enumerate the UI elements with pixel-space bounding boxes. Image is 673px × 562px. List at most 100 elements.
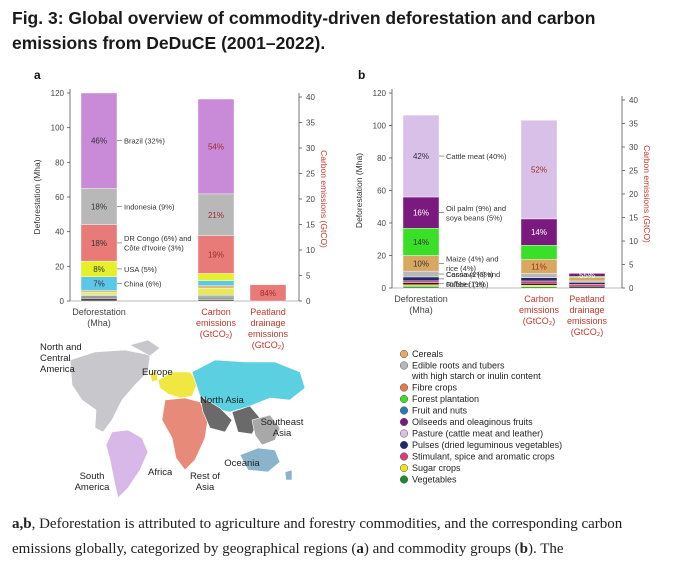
figure-title-prefix: Fig. 3: <box>12 8 64 28</box>
category-label: Peatland <box>569 294 605 304</box>
bar-segment <box>80 92 118 189</box>
annotation-label: Cattle meat (40%) <box>446 152 507 161</box>
map-label-north-central-america: America <box>40 364 76 375</box>
panel-label: b <box>358 68 365 82</box>
map-label-north-asia: North Asia <box>200 395 245 406</box>
map-label-south-america: America <box>75 482 111 493</box>
bar-segment <box>80 295 118 299</box>
left-tick-label: 20 <box>55 262 64 271</box>
annotation-label: DR Congo (6%) and <box>124 234 192 243</box>
caption-part: , Deforestation is attributed to agricul… <box>12 516 623 557</box>
left-tick-label: 40 <box>377 219 386 228</box>
caption-part: ). The <box>528 541 564 557</box>
figure-title: Fig. 3: Global overview of commodity-dri… <box>12 6 662 56</box>
right-tick-label: 25 <box>629 167 638 176</box>
bar-segment <box>80 292 118 296</box>
category-label: emissions <box>519 305 560 315</box>
left-tick-label: 60 <box>55 193 64 202</box>
left-tick-label: 120 <box>373 89 387 98</box>
bar-segment <box>402 280 440 284</box>
bar-segment <box>520 280 558 284</box>
bar-segment <box>197 273 235 281</box>
category-label: emissions <box>567 316 608 326</box>
map-label-rest-of-asia: Asia <box>196 482 215 493</box>
bar-value-label: 18% <box>91 203 107 212</box>
bar-segment <box>249 284 287 302</box>
right-tick-label: 15 <box>306 221 315 230</box>
bar-segment <box>80 188 118 225</box>
left-tick-label: 80 <box>55 158 64 167</box>
legend-swatch <box>399 394 409 404</box>
legend-label: Pulses (dried leguminous vegetables) <box>412 440 562 450</box>
legend-swatch <box>399 475 409 484</box>
map-region-oceania <box>239 447 281 473</box>
left-tick-label: 0 <box>382 284 387 293</box>
bar-segment <box>80 224 118 262</box>
legend-swatch <box>399 406 409 415</box>
left-tick-label: 80 <box>377 154 386 163</box>
bar-value-label: 54% <box>208 142 224 151</box>
map-label-south-america: South <box>80 471 105 482</box>
map-region-europe <box>149 369 159 383</box>
left-tick-label: 120 <box>51 89 65 98</box>
bar-segment <box>197 296 235 300</box>
bar-value-label: 42% <box>413 152 429 161</box>
map-region-europe <box>157 371 199 399</box>
annotation-label: USA (5%) <box>124 265 157 274</box>
map-label-southeast-asia: Southeast <box>261 417 304 428</box>
bar-value-label: 84% <box>260 289 276 298</box>
bar-segment <box>568 285 606 289</box>
left-tick-label: 100 <box>373 122 387 131</box>
caption-part: a <box>356 541 364 557</box>
map-label-rest-of-asia: Rest of <box>190 471 220 482</box>
bar-value-label: 7% <box>93 280 105 289</box>
legend-swatch <box>399 361 409 370</box>
map-label-europe: Europe <box>142 367 173 378</box>
right-axis-title: Carbon emissions (GtCO) <box>319 150 329 248</box>
bar-segment <box>520 286 558 289</box>
legend-swatch <box>399 429 409 438</box>
category-label: drainage <box>569 305 604 315</box>
right-tick-label: 10 <box>306 246 315 255</box>
left-axis-title: Deforestation (Mha) <box>32 159 42 234</box>
bar-segment <box>402 282 440 285</box>
left-axis-title: Deforestation (Mha) <box>354 153 364 228</box>
bar-value-label: 21% <box>208 211 224 220</box>
bar-segment <box>197 299 235 302</box>
legend-label: Forest plantation <box>412 394 479 404</box>
category-label: Peatland <box>250 307 286 317</box>
category-label: Deforestation <box>394 294 448 304</box>
annotation-label: coffee (1%) <box>446 280 485 289</box>
right-tick-label: 20 <box>306 195 315 204</box>
annotation-label: soya beans (5%) <box>446 213 503 222</box>
category-label: Carbon <box>524 294 554 304</box>
bar-segment <box>197 235 235 274</box>
right-tick-label: 30 <box>629 143 638 152</box>
legend-label: Oilseeds and oleaginous fruits <box>412 417 533 427</box>
category-label: emissions <box>196 318 237 328</box>
legend-label: Pasture (cattle meat and leather) <box>412 429 543 439</box>
bar-value-label: 19% <box>208 251 224 260</box>
bar-value-label: 16% <box>413 209 429 218</box>
category-label: drainage <box>250 318 285 328</box>
category-label: (GtCO₂) <box>200 329 233 339</box>
legend-label: Edible roots and tubers <box>412 361 505 371</box>
bar-segment <box>197 193 235 236</box>
legend-swatch <box>399 452 409 461</box>
bar-segment <box>197 288 235 296</box>
map-region-oceania <box>284 469 293 481</box>
figure-caption: a,b, Deforestation is attributed to agri… <box>12 512 667 562</box>
bar-segment <box>197 295 235 298</box>
left-tick-label: 20 <box>377 252 386 261</box>
bar-segment <box>568 280 606 283</box>
bar-segment <box>402 227 440 256</box>
category-label: (GtCO₂) <box>523 316 556 326</box>
right-tick-label: 5 <box>629 261 634 270</box>
bar-segment <box>520 273 558 278</box>
legend-swatch <box>399 440 409 450</box>
bar-value-label: 10% <box>413 259 429 268</box>
legend-swatch <box>399 383 409 392</box>
legend-swatch <box>399 417 409 427</box>
